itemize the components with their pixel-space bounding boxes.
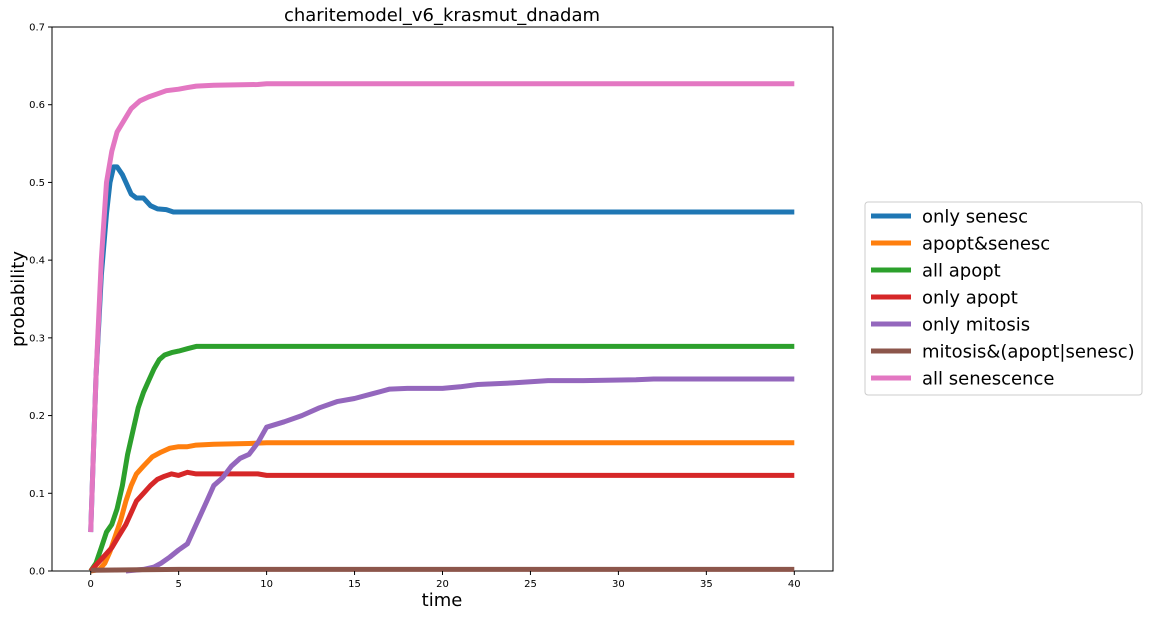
plot-area-frame [51,26,834,572]
legend-label: only apopt [922,288,1018,309]
x-tick-label: 35 [700,579,713,590]
x-tick-label: 20 [436,579,449,590]
series-line-all-apopt [88,343,795,573]
x-tick-label: 0 [88,579,94,590]
y-tick-label: 0.2 [29,411,45,422]
y-tick-label: 0.5 [29,178,45,189]
legend-label: only senesc [922,207,1028,228]
legend-label: all apopt [922,261,1001,282]
x-axis-label: time [422,590,463,611]
x-tick-label: 10 [260,579,273,590]
y-tick-label: 0.3 [29,333,45,344]
y-tick-label: 0.7 [29,23,45,34]
y-tick-label: 0.4 [29,256,45,267]
legend-label: only mitosis [922,315,1030,336]
legend-label: all senescence [922,369,1054,390]
x-tick-label: 30 [612,579,625,590]
y-tick-label: 0.6 [29,100,45,111]
legend: only senesc apopt&senesc all apopt only apo… [864,201,1143,396]
y-axis: 0.0 0.1 0.2 0.3 0.4 0.5 0.6 0.7 [29,23,52,578]
y-tick-label: 0.1 [29,489,45,500]
legend-label: mitosis&(apopt|senesc) [922,342,1135,363]
series-line-only-senesc [88,164,795,533]
series-line-all-senescence [88,81,795,533]
x-tick-label: 5 [175,579,181,590]
series-line-only-apopt [88,469,795,573]
y-axis-label: probability [8,251,29,347]
series-line-mitosis-apopt-senesc- [90,566,795,573]
x-tick-label: 40 [788,579,801,590]
x-axis: 0 5 10 15 20 25 30 35 40 [88,571,801,590]
series-line-only-mitosis [125,376,795,574]
chart-title: charitemodel_v6_krasmut_dnadam [284,5,600,26]
series-line-apopt-senesc [90,440,795,574]
x-tick-label: 25 [524,579,537,590]
legend-label: apopt&senesc [922,234,1050,255]
x-tick-label: 15 [348,579,361,590]
y-tick-label: 0.0 [29,567,45,578]
series-layer [88,81,795,574]
legend-frame [864,201,1143,396]
